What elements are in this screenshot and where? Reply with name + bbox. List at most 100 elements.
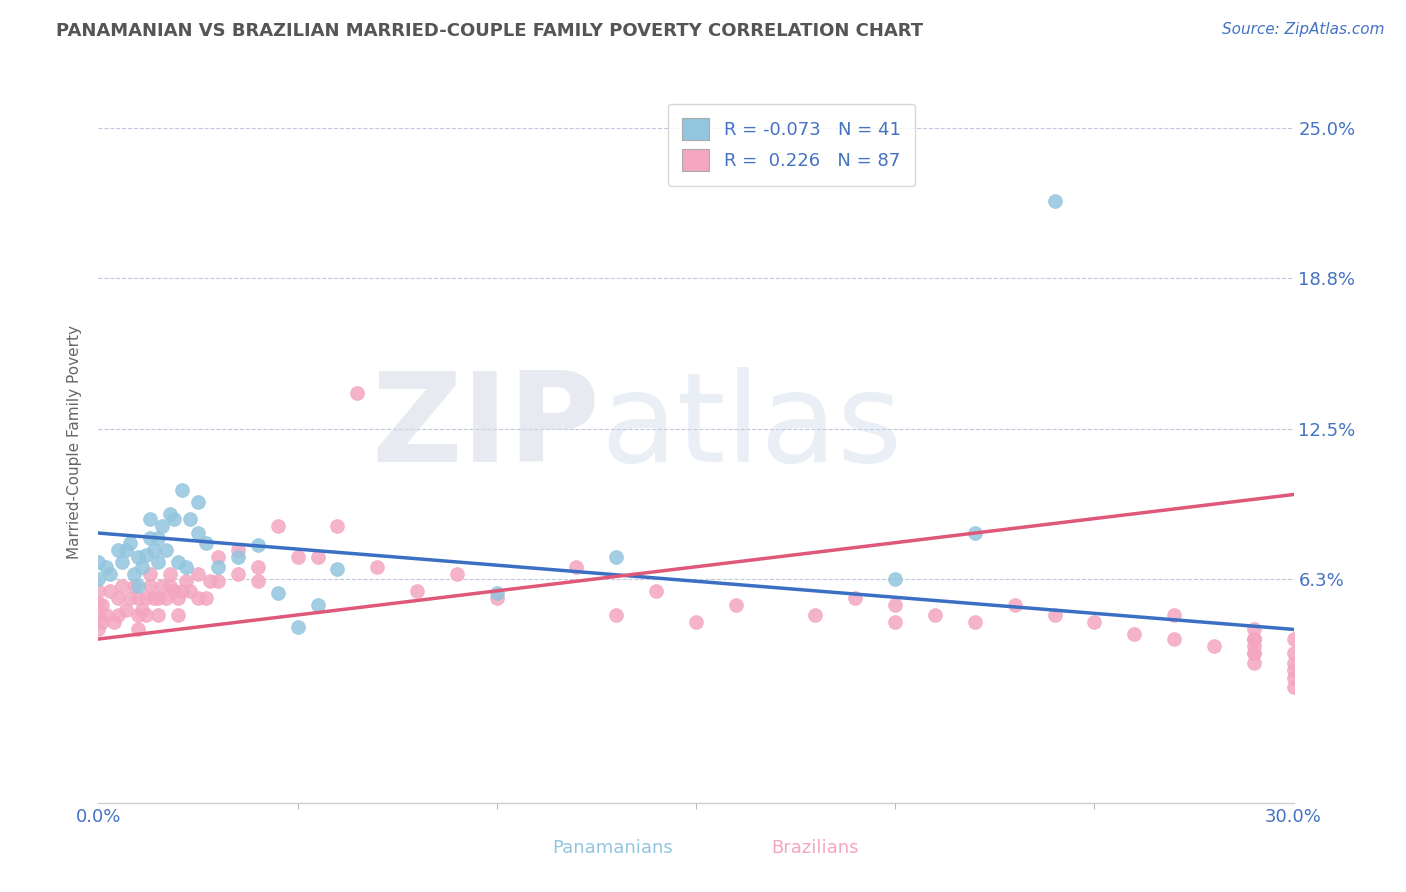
Point: [326, 518, 349, 533]
Point: [87, 596, 110, 610]
Point: [195, 591, 218, 606]
Point: [1282, 632, 1305, 646]
Point: [159, 567, 181, 582]
Legend: R = -0.073   N = 41, R =  0.226   N = 87: R = -0.073 N = 41, R = 0.226 N = 87: [668, 103, 915, 186]
Point: [226, 567, 249, 582]
Point: [645, 583, 668, 598]
Point: [1123, 627, 1146, 641]
Point: [115, 542, 138, 557]
Point: [167, 591, 190, 606]
Text: Panamanians: Panamanians: [553, 839, 672, 857]
Point: [124, 567, 146, 582]
Point: [179, 583, 201, 598]
Point: [366, 559, 388, 574]
Point: [1243, 623, 1265, 637]
Point: [179, 511, 201, 525]
Point: [163, 583, 186, 598]
Point: [287, 550, 309, 565]
Point: [187, 591, 209, 606]
Point: [207, 559, 229, 574]
Point: [87, 555, 110, 569]
Point: [605, 550, 627, 565]
Point: [1243, 656, 1265, 670]
Point: [150, 579, 173, 593]
Point: [87, 583, 110, 598]
Point: [724, 599, 747, 613]
Text: Source: ZipAtlas.com: Source: ZipAtlas.com: [1222, 22, 1385, 37]
Point: [246, 559, 269, 574]
Point: [103, 615, 125, 630]
Point: [131, 559, 153, 574]
Point: [163, 511, 186, 525]
Point: [485, 586, 508, 600]
Point: [1202, 639, 1225, 653]
Point: [159, 507, 181, 521]
Point: [1243, 647, 1265, 661]
Point: [1282, 647, 1305, 661]
Point: [287, 620, 309, 634]
Point: [1163, 632, 1185, 646]
Point: [127, 579, 149, 593]
Point: [91, 615, 114, 630]
Point: [107, 591, 129, 606]
Point: [124, 579, 146, 593]
Text: atlas: atlas: [600, 367, 903, 488]
Point: [246, 538, 269, 552]
Point: [107, 542, 129, 557]
Point: [1243, 647, 1265, 661]
Point: [174, 574, 197, 589]
Point: [1282, 680, 1305, 694]
Point: [267, 586, 290, 600]
Point: [148, 531, 170, 545]
Point: [148, 591, 170, 606]
Point: [135, 591, 157, 606]
Point: [127, 550, 149, 565]
Point: [246, 574, 269, 589]
Point: [143, 542, 166, 557]
Point: [98, 583, 122, 598]
Point: [1004, 599, 1026, 613]
Point: [804, 607, 827, 622]
Point: [844, 591, 866, 606]
Point: [139, 567, 162, 582]
Point: [446, 567, 468, 582]
Point: [87, 572, 110, 586]
Point: [1282, 656, 1305, 670]
Point: [135, 607, 157, 622]
Point: [1282, 664, 1305, 678]
Point: [172, 483, 194, 497]
Point: [143, 591, 166, 606]
Point: [172, 583, 194, 598]
Point: [155, 591, 177, 606]
Point: [1163, 607, 1185, 622]
Y-axis label: Married-Couple Family Poverty: Married-Couple Family Poverty: [67, 325, 83, 558]
Point: [207, 574, 229, 589]
Point: [307, 599, 329, 613]
Point: [1243, 632, 1265, 646]
Point: [565, 559, 588, 574]
Point: [131, 603, 153, 617]
Point: [148, 555, 170, 569]
Point: [111, 555, 134, 569]
Point: [98, 567, 122, 582]
Point: [187, 567, 209, 582]
Point: [139, 579, 162, 593]
Point: [87, 607, 110, 622]
Point: [924, 607, 946, 622]
Point: [884, 572, 907, 586]
Point: [120, 535, 142, 549]
Point: [1243, 632, 1265, 646]
Point: [107, 607, 129, 622]
Point: [226, 542, 249, 557]
Point: [406, 583, 429, 598]
Point: [307, 550, 329, 565]
Point: [207, 550, 229, 565]
Text: Brazilians: Brazilians: [772, 839, 859, 857]
Point: [187, 494, 209, 508]
Point: [326, 562, 349, 576]
Point: [87, 623, 110, 637]
Point: [127, 623, 149, 637]
Point: [1282, 671, 1305, 685]
Point: [485, 591, 508, 606]
Text: ZIP: ZIP: [371, 367, 600, 488]
